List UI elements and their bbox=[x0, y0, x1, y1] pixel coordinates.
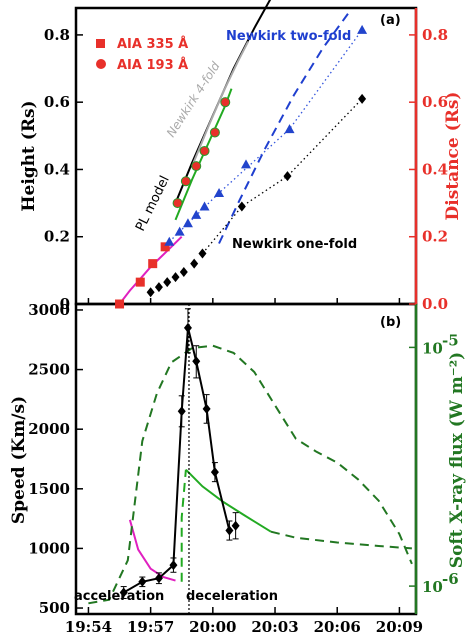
panel-b-plot bbox=[88, 304, 413, 614]
line-b-4 bbox=[180, 469, 187, 582]
tick-label-b-right-0: 10 bbox=[422, 578, 443, 596]
tick-label-b-left-2: 1500 bbox=[28, 480, 70, 498]
tick-label-x-0: 19:54 bbox=[65, 618, 112, 636]
annotation-deceleration: deceleration bbox=[186, 589, 278, 604]
point-b-0-2 bbox=[154, 573, 163, 584]
panel-b-clipped bbox=[88, 304, 413, 614]
point-b-0-3 bbox=[169, 560, 178, 571]
point-a-0-3 bbox=[160, 242, 170, 252]
tick-label-a-left-0: 0 bbox=[60, 295, 70, 313]
point-b-0-4 bbox=[177, 406, 186, 417]
legend-label-335: AIA 335 Å bbox=[117, 36, 188, 52]
y-axis-label-speed: Speed (Km/s) bbox=[9, 396, 29, 524]
point-a-3-0 bbox=[146, 287, 155, 298]
point-a-1-2 bbox=[191, 161, 202, 172]
point-b-0-6 bbox=[192, 356, 201, 367]
panel-b-frame bbox=[74, 302, 418, 616]
axis-ticks: 0 0.2 0.4 0.6 0.8 0.0 0.2 0.4 0.6 0.8 500 1000 1500 2… bbox=[28, 26, 458, 636]
point-a-3-5 bbox=[190, 258, 199, 269]
tick-label-b-left-0: 500 bbox=[39, 599, 70, 617]
panel-a-label: (a) bbox=[380, 13, 401, 28]
point-b-0-8 bbox=[210, 467, 219, 478]
point-a-3-9 bbox=[358, 93, 367, 104]
y-axis-label-flux: Soft X-ray flux (W m⁻²) bbox=[447, 352, 467, 568]
point-a-0-1 bbox=[135, 277, 145, 287]
legend-square-marker bbox=[96, 39, 105, 48]
point-b-0-9 bbox=[225, 525, 234, 536]
panel-a-frame bbox=[74, 6, 418, 306]
point-a-3-4 bbox=[179, 267, 188, 278]
tick-label-x-3: 20:03 bbox=[251, 618, 298, 636]
point-a-3-1 bbox=[154, 282, 163, 293]
tick-label-b-left-4: 2500 bbox=[28, 361, 70, 379]
point-a-2-8 bbox=[357, 24, 368, 34]
y-axis-label-height: Height (Rs) bbox=[19, 100, 39, 211]
annotation-acceleration: acceleration bbox=[74, 589, 164, 604]
point-a-3-8 bbox=[283, 171, 292, 182]
panel-a-plot bbox=[115, 0, 368, 309]
point-b-0-7 bbox=[202, 403, 211, 414]
point-b-1-0 bbox=[231, 520, 240, 531]
tick-label-x-2: 20:00 bbox=[189, 618, 236, 636]
point-a-1-4 bbox=[209, 127, 220, 138]
point-a-2-7 bbox=[284, 124, 295, 134]
point-a-3-6 bbox=[198, 248, 207, 259]
tick-exponent-b-right-0: -6 bbox=[442, 570, 459, 588]
point-a-2-3 bbox=[191, 209, 202, 219]
point-a-1-3 bbox=[199, 145, 210, 156]
point-b-0-0 bbox=[119, 587, 128, 598]
point-a-3-2 bbox=[163, 277, 172, 288]
legend-circle-marker bbox=[96, 59, 106, 69]
tick-label-x-5: 20:09 bbox=[376, 618, 423, 636]
point-a-2-1 bbox=[174, 226, 185, 236]
point-a-2-6 bbox=[241, 159, 251, 169]
tick-label-b-left-3: 2000 bbox=[28, 420, 70, 438]
tick-label-a-right-2: 0.4 bbox=[422, 160, 448, 178]
line-a-2 bbox=[218, 10, 351, 244]
line-b-2 bbox=[88, 344, 413, 605]
tick-label-x-4: 20:06 bbox=[314, 618, 361, 636]
point-b-0-1 bbox=[138, 576, 147, 587]
annotation-newkirk-one: Newkirk one-fold bbox=[232, 237, 357, 252]
point-a-2-4 bbox=[199, 201, 210, 211]
tick-label-a-left-1: 0.2 bbox=[44, 228, 70, 246]
line-a-1 bbox=[191, 41, 249, 167]
point-a-3-7 bbox=[237, 201, 246, 212]
point-a-1-5 bbox=[220, 97, 231, 108]
annotation-newkirk-two: Newkirk two-fold bbox=[226, 29, 351, 44]
tick-label-x-1: 19:57 bbox=[127, 618, 174, 636]
point-a-3-3 bbox=[171, 272, 180, 283]
tick-label-b-right-1: 10 bbox=[422, 339, 443, 357]
line-b-3 bbox=[270, 530, 412, 550]
point-a-0-2 bbox=[148, 259, 158, 269]
point-a-2-2 bbox=[182, 218, 193, 228]
line-a-3 bbox=[168, 29, 363, 243]
tick-label-a-left-3: 0.6 bbox=[44, 93, 70, 111]
tick-exponent-b-right-1: -5 bbox=[442, 331, 459, 349]
tick-label-a-left-2: 0.4 bbox=[44, 160, 70, 178]
tick-label-a-right-4: 0.8 bbox=[422, 26, 448, 44]
tick-label-b-left-5: 3000 bbox=[28, 301, 70, 319]
tick-label-a-right-0: 0.0 bbox=[422, 295, 448, 313]
point-a-1-0 bbox=[172, 198, 183, 209]
tick-label-a-left-4: 0.8 bbox=[44, 26, 70, 44]
line-speed bbox=[123, 327, 231, 594]
tick-label-b-left-1: 1000 bbox=[28, 539, 70, 557]
point-a-2-5 bbox=[214, 188, 225, 197]
line-b-0 bbox=[128, 519, 176, 582]
point-a-0-0 bbox=[115, 299, 125, 309]
point-b-0-5 bbox=[183, 322, 192, 333]
tick-label-a-right-1: 0.2 bbox=[422, 228, 448, 246]
y-axis-label-distance: Distance (Rs) bbox=[443, 92, 463, 221]
point-a-2-0 bbox=[164, 236, 175, 246]
tick-label-a-right-3: 0.6 bbox=[422, 93, 448, 111]
legend-label-193: AIA 193 Å bbox=[117, 57, 188, 73]
panel-b-label: (b) bbox=[380, 315, 401, 330]
point-a-1-1 bbox=[180, 176, 191, 187]
annotation-pl-model: PL model bbox=[133, 174, 173, 234]
line-a-4 bbox=[202, 98, 363, 254]
